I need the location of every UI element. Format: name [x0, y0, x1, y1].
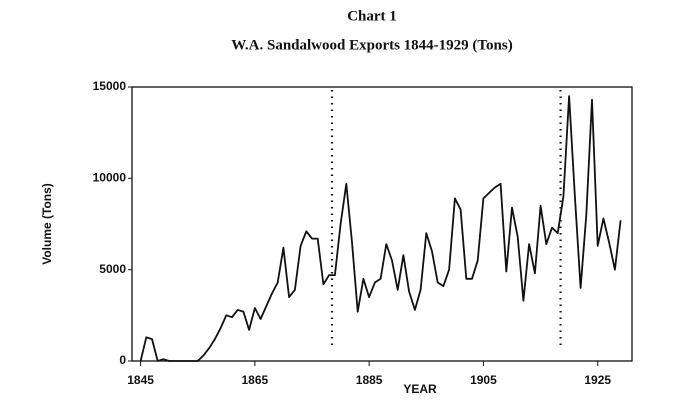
y-tick-label: 5000 — [99, 262, 126, 276]
y-tick-label: 10000 — [93, 171, 127, 185]
chart-title: Chart 1 — [347, 8, 397, 24]
data-line — [139, 95, 622, 362]
y-tick-label: 15000 — [93, 79, 127, 93]
y-tick-label: 0 — [119, 353, 126, 367]
x-tick-label: 1885 — [356, 373, 383, 387]
x-tick-label: 1925 — [584, 373, 611, 387]
x-tick-label: 1865 — [242, 373, 269, 387]
x-axis-label: YEAR — [403, 382, 437, 396]
plot-frame — [131, 86, 633, 362]
x-tick-label: 1905 — [470, 373, 497, 387]
y-axis-label: Volume (Tons) — [40, 183, 54, 265]
chart-subtitle: W.A. Sandalwood Exports 1844-1929 (Tons) — [231, 37, 512, 53]
x-tick-label: 1845 — [127, 373, 154, 387]
